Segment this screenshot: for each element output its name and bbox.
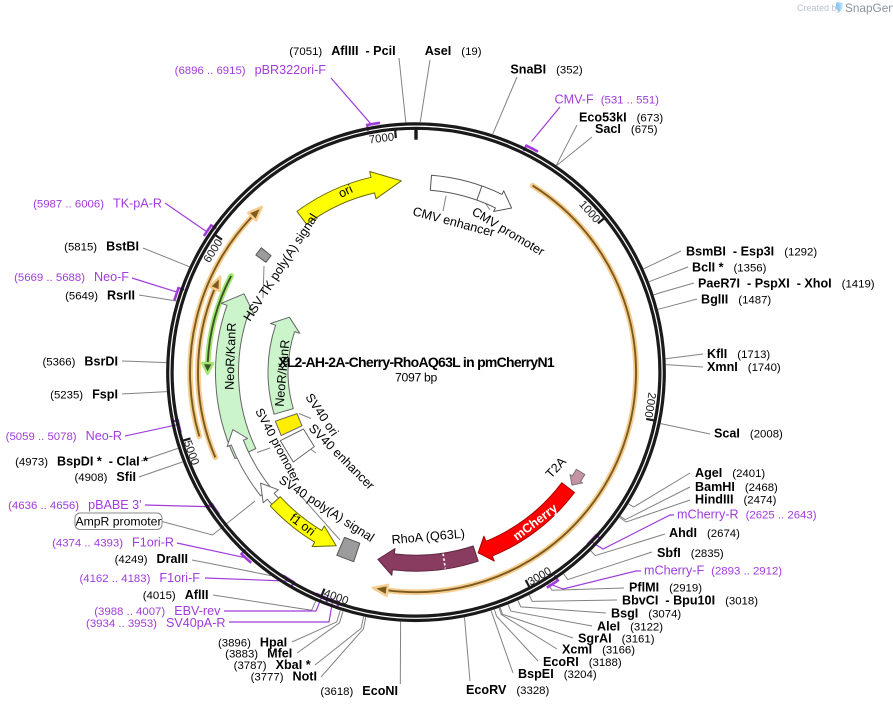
svg-text:NeoR/KanR: NeoR/KanR — [223, 322, 239, 390]
svg-text:Created by: Created by — [797, 3, 842, 13]
svg-text:XL2-AH-2A-Cherry-RhoAQ63L in p: XL2-AH-2A-Cherry-RhoAQ63L in pmCherryN1 — [278, 354, 555, 370]
svg-text:2000: 2000 — [642, 392, 658, 419]
svg-text:(5815)BstBI: (5815) BstBI — [64, 240, 139, 254]
svg-text:(3896)HpaI: (3896) HpaI — [218, 636, 287, 650]
svg-text:BamHI(2468): BamHI (2468) — [695, 480, 778, 494]
svg-text:7097 bp: 7097 bp — [395, 371, 437, 385]
svg-text:Eco53kI(673): Eco53kI (673) — [579, 111, 663, 125]
svg-text:(3988 .. 4007)EBV-rev: (3988 .. 4007) EBV-rev — [94, 604, 221, 618]
svg-text:BsgI(3074): BsgI (3074) — [611, 607, 681, 621]
svg-text:(4015)AflII: (4015) AflII — [143, 588, 209, 602]
svg-text:7000: 7000 — [368, 131, 395, 146]
svg-text:SacI(675): SacI (675) — [595, 122, 658, 136]
svg-text:EcoRV(3328): EcoRV (3328) — [466, 683, 550, 697]
svg-text:HindIII(2474): HindIII (2474) — [695, 493, 777, 507]
svg-text:SgrAI(3161): SgrAI (3161) — [578, 632, 655, 646]
svg-text:SbfI(2835): SbfI (2835) — [657, 546, 724, 560]
svg-text:(4973)BspDI * - ClaI *: (4973) BspDI * - ClaI * — [15, 455, 148, 469]
svg-text:CMV-F(531 .. 551): CMV-F (531 .. 551) — [555, 93, 660, 107]
svg-text:(3787)XbaI *: (3787) XbaI * — [234, 658, 311, 672]
svg-text:BsmBI - Esp3I(1292): BsmBI - Esp3I (1292) — [686, 245, 817, 259]
svg-text:ori: ori — [336, 182, 355, 201]
svg-text:SnaBI(352): SnaBI (352) — [510, 63, 583, 77]
svg-text:(4249)DraIII: (4249) DraIII — [115, 552, 188, 566]
svg-text:(3883)MfeI: (3883) MfeI — [225, 647, 292, 661]
svg-text:(3618)EcoNI: (3618) EcoNI — [320, 684, 398, 698]
svg-text:EcoRI(3188): EcoRI (3188) — [543, 655, 622, 669]
svg-text:BclI *(1356): BclI * (1356) — [692, 261, 767, 275]
svg-text:(5649)RsrII: (5649) RsrII — [65, 289, 135, 303]
svg-text:KflI(1713): KflI (1713) — [707, 347, 770, 361]
svg-text:AmpR promoter: AmpR promoter — [75, 515, 161, 529]
svg-text:(4162 .. 4183)F1ori-F: (4162 .. 4183) F1ori-F — [79, 571, 200, 585]
svg-text:AgeI(2401): AgeI (2401) — [695, 466, 765, 480]
svg-text:AleI(3122): AleI (3122) — [597, 620, 663, 634]
svg-text:(4374 .. 4393)F1ori-R: (4374 .. 4393) F1ori-R — [52, 536, 174, 550]
svg-text:(7051)AflIII - PciI: (7051) AflIII - PciI — [289, 44, 395, 58]
svg-text:(5059 .. 5078)Neo-R: (5059 .. 5078) Neo-R — [6, 429, 122, 443]
svg-text:SnapGene: SnapGene — [845, 1, 893, 15]
svg-text:RhoA (Q63L): RhoA (Q63L) — [391, 527, 465, 547]
svg-text:(5366)BsrDI: (5366) BsrDI — [42, 355, 118, 369]
svg-text:XcmI(3166): XcmI (3166) — [562, 643, 635, 657]
svg-text:(4908)SfiI: (4908) SfiI — [74, 470, 136, 484]
svg-text:(3777)NotI: (3777) NotI — [251, 670, 317, 684]
svg-text:BglII(1487): BglII (1487) — [701, 293, 771, 307]
svg-text:AseI(19): AseI (19) — [425, 44, 482, 58]
svg-text:(4636 .. 4656)pBABE 3': (4636 .. 4656) pBABE 3' — [8, 498, 141, 512]
svg-text:XmnI(1740): XmnI (1740) — [707, 360, 781, 374]
svg-text:mCherry-R(2625 .. 2643): mCherry-R (2625 .. 2643) — [677, 508, 817, 522]
svg-text:mCherry-F(2893 .. 2912): mCherry-F (2893 .. 2912) — [644, 564, 782, 578]
svg-text:BspEI(3204): BspEI (3204) — [518, 667, 597, 681]
svg-text:NeoR/KanR: NeoR/KanR — [273, 339, 293, 407]
svg-text:(3934 .. 3953)SV40pA-R: (3934 .. 3953) SV40pA-R — [86, 616, 225, 630]
svg-text:(6896 .. 6915)pBR322ori-F: (6896 .. 6915) pBR322ori-F — [175, 63, 327, 77]
svg-text:(5235)FspI: (5235) FspI — [50, 388, 118, 402]
svg-text:BbvCI - Bpu10I(3018): BbvCI - Bpu10I (3018) — [622, 594, 758, 608]
svg-text:(5987 .. 6006)TK-pA-R: (5987 .. 6006) TK-pA-R — [33, 197, 162, 211]
svg-text:(5669 .. 5688)Neo-F: (5669 .. 5688) Neo-F — [14, 270, 129, 284]
svg-text:PflMI(2919): PflMI (2919) — [629, 581, 702, 595]
svg-text:PaeR7I - PspXI - XhoI(1419): PaeR7I - PspXI - XhoI (1419) — [698, 277, 875, 291]
svg-text:AhdI(2674): AhdI (2674) — [669, 526, 740, 540]
svg-text:ScaI(2008): ScaI (2008) — [714, 427, 783, 441]
